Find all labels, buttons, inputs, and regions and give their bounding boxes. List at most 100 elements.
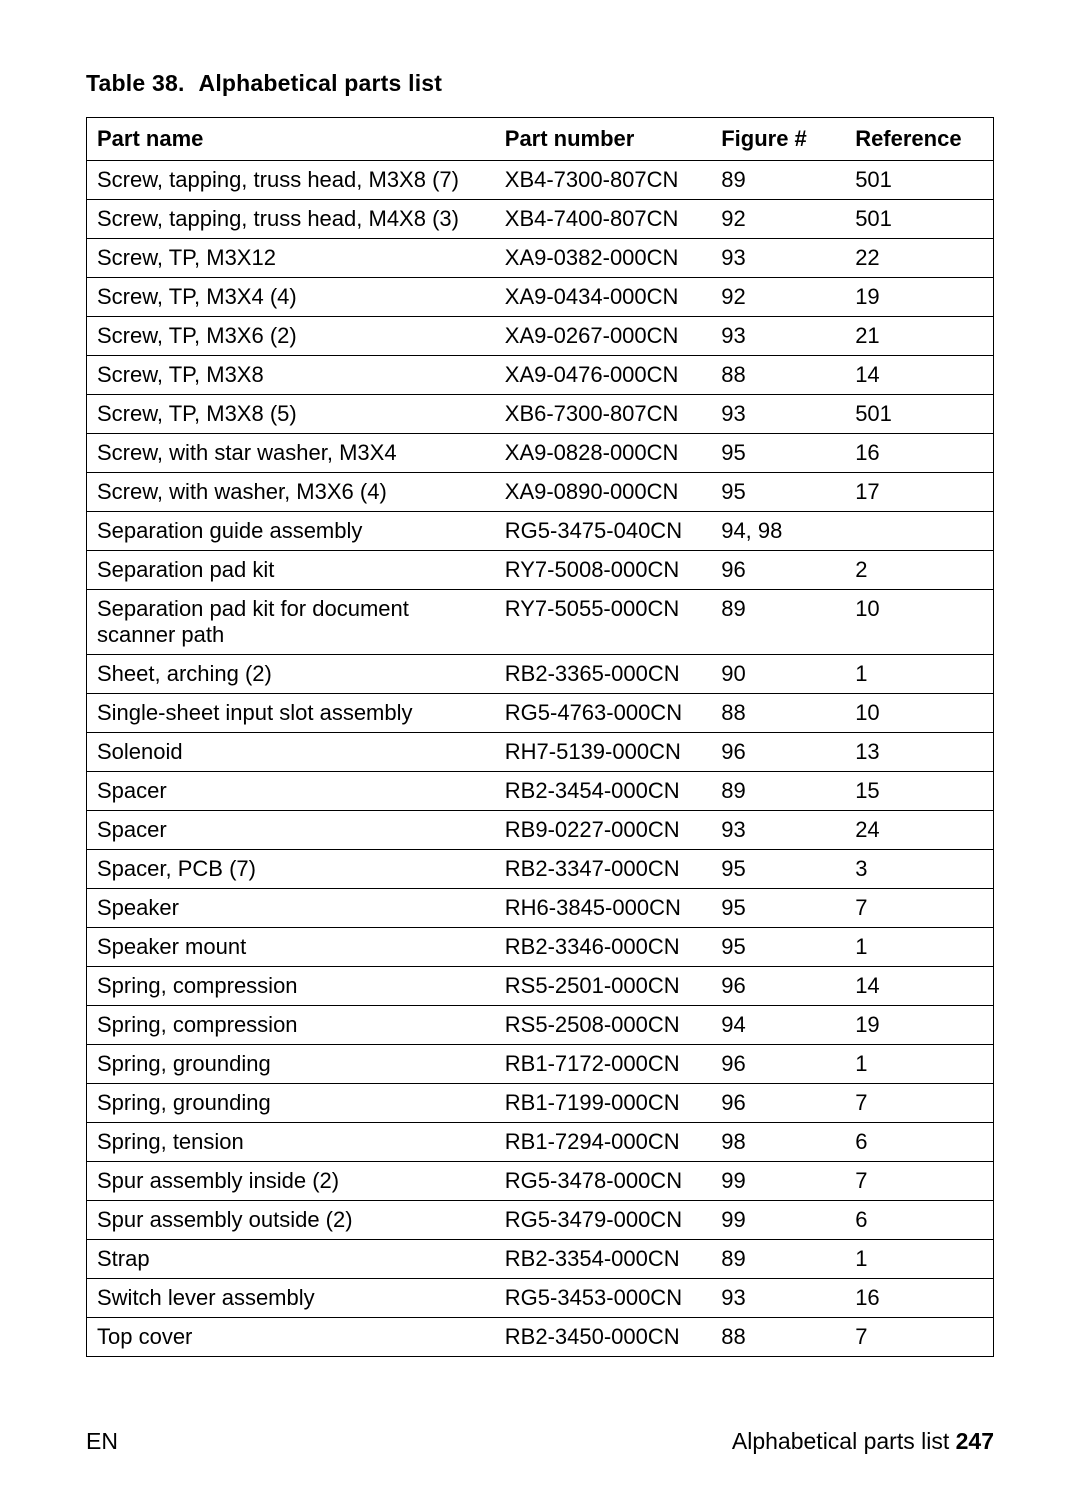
table-cell: 24: [849, 811, 993, 850]
table-cell: XB4-7400-807CN: [499, 200, 715, 239]
table-cell: RY7-5008-000CN: [499, 551, 715, 590]
table-body: Screw, tapping, truss head, M3X8 (7)XB4-…: [87, 161, 994, 1357]
table-cell: Screw, TP, M3X8 (5): [87, 395, 499, 434]
table-cell: 95: [715, 434, 849, 473]
table-cell: 93: [715, 317, 849, 356]
table-cell: Separation pad kit for document scanner …: [87, 590, 499, 655]
table-cell: Strap: [87, 1240, 499, 1279]
table-cell: RB1-7199-000CN: [499, 1084, 715, 1123]
table-cell: RB1-7172-000CN: [499, 1045, 715, 1084]
page-footer: EN Alphabetical parts list 247: [86, 1428, 994, 1455]
table-row: SpeakerRH6-3845-000CN957: [87, 889, 994, 928]
table-cell: 6: [849, 1201, 993, 1240]
table-cell: 21: [849, 317, 993, 356]
table-row: Spring, groundingRB1-7172-000CN961: [87, 1045, 994, 1084]
caption-prefix: Table 38.: [86, 70, 185, 96]
table-cell: XA9-0828-000CN: [499, 434, 715, 473]
table-row: Speaker mountRB2-3346-000CN951: [87, 928, 994, 967]
col-header-figure: Figure #: [715, 118, 849, 161]
table-cell: 96: [715, 733, 849, 772]
table-row: Spring, tensionRB1-7294-000CN986: [87, 1123, 994, 1162]
table-row: Screw, TP, M3X6 (2)XA9-0267-000CN9321: [87, 317, 994, 356]
table-cell: Sheet, arching (2): [87, 655, 499, 694]
table-cell: 19: [849, 278, 993, 317]
table-cell: 1: [849, 928, 993, 967]
table-cell: Switch lever assembly: [87, 1279, 499, 1318]
table-cell: 17: [849, 473, 993, 512]
table-cell: Screw, TP, M3X8: [87, 356, 499, 395]
table-row: Spring, groundingRB1-7199-000CN967: [87, 1084, 994, 1123]
table-cell: 6: [849, 1123, 993, 1162]
table-row: SpacerRB9-0227-000CN9324: [87, 811, 994, 850]
table-cell: 95: [715, 928, 849, 967]
table-row: Separation pad kit for document scanner …: [87, 590, 994, 655]
table-cell: RH6-3845-000CN: [499, 889, 715, 928]
table-cell: RS5-2508-000CN: [499, 1006, 715, 1045]
table-cell: RB2-3347-000CN: [499, 850, 715, 889]
table-cell: RB2-3454-000CN: [499, 772, 715, 811]
table-cell: 95: [715, 889, 849, 928]
table-cell: RG5-3453-000CN: [499, 1279, 715, 1318]
table-cell: 22: [849, 239, 993, 278]
table-row: SpacerRB2-3454-000CN8915: [87, 772, 994, 811]
table-cell: 14: [849, 356, 993, 395]
table-cell: 501: [849, 161, 993, 200]
table-row: Screw, TP, M3X8 (5)XB6-7300-807CN93501: [87, 395, 994, 434]
table-cell: 19: [849, 1006, 993, 1045]
table-cell: 93: [715, 239, 849, 278]
table-row: Screw, TP, M3X4 (4)XA9-0434-000CN9219: [87, 278, 994, 317]
table-cell: 10: [849, 694, 993, 733]
table-row: Spacer, PCB (7)RB2-3347-000CN953: [87, 850, 994, 889]
table-cell: Single-sheet input slot assembly: [87, 694, 499, 733]
table-row: Screw, tapping, truss head, M3X8 (7)XB4-…: [87, 161, 994, 200]
table-cell: 89: [715, 161, 849, 200]
table-row: Screw, TP, M3X12XA9-0382-000CN9322: [87, 239, 994, 278]
table-cell: 92: [715, 278, 849, 317]
table-cell: Spacer: [87, 772, 499, 811]
table-cell: 92: [715, 200, 849, 239]
table-row: StrapRB2-3354-000CN891: [87, 1240, 994, 1279]
table-cell: Screw, with washer, M3X6 (4): [87, 473, 499, 512]
table-cell: 1: [849, 655, 993, 694]
footer-right-label: Alphabetical parts list: [732, 1428, 949, 1454]
table-cell: 1: [849, 1045, 993, 1084]
table-cell: 96: [715, 967, 849, 1006]
table-cell: RB2-3365-000CN: [499, 655, 715, 694]
table-cell: 7: [849, 1162, 993, 1201]
table-cell: RB2-3354-000CN: [499, 1240, 715, 1279]
caption-title: Alphabetical parts list: [199, 70, 443, 96]
table-cell: Separation pad kit: [87, 551, 499, 590]
table-cell: 95: [715, 850, 849, 889]
table-cell: 89: [715, 590, 849, 655]
table-cell: 88: [715, 1318, 849, 1357]
table-cell: 15: [849, 772, 993, 811]
footer-page-number: 247: [956, 1428, 994, 1454]
table-row: Spring, compressionRS5-2508-000CN9419: [87, 1006, 994, 1045]
table-cell: 96: [715, 1084, 849, 1123]
table-row: Spur assembly outside (2)RG5-3479-000CN9…: [87, 1201, 994, 1240]
table-row: Single-sheet input slot assemblyRG5-4763…: [87, 694, 994, 733]
table-cell: Speaker: [87, 889, 499, 928]
table-cell: XA9-0890-000CN: [499, 473, 715, 512]
table-row: Top coverRB2-3450-000CN887: [87, 1318, 994, 1357]
table-cell: Top cover: [87, 1318, 499, 1357]
table-cell: 7: [849, 1318, 993, 1357]
table-cell: RB2-3450-000CN: [499, 1318, 715, 1357]
table-cell: 96: [715, 551, 849, 590]
table-cell: Spur assembly outside (2): [87, 1201, 499, 1240]
table-cell: 95: [715, 473, 849, 512]
table-cell: 16: [849, 434, 993, 473]
table-cell: 88: [715, 694, 849, 733]
table-cell: 501: [849, 395, 993, 434]
table-cell: RG5-3475-040CN: [499, 512, 715, 551]
table-cell: 90: [715, 655, 849, 694]
table-cell: RB2-3346-000CN: [499, 928, 715, 967]
table-row: Spur assembly inside (2)RG5-3478-000CN99…: [87, 1162, 994, 1201]
table-row: Sheet, arching (2)RB2-3365-000CN901: [87, 655, 994, 694]
table-cell: RB9-0227-000CN: [499, 811, 715, 850]
table-cell: 99: [715, 1162, 849, 1201]
table-header-row: Part name Part number Figure # Reference: [87, 118, 994, 161]
table-cell: 89: [715, 772, 849, 811]
table-cell: XB6-7300-807CN: [499, 395, 715, 434]
table-cell: Separation guide assembly: [87, 512, 499, 551]
